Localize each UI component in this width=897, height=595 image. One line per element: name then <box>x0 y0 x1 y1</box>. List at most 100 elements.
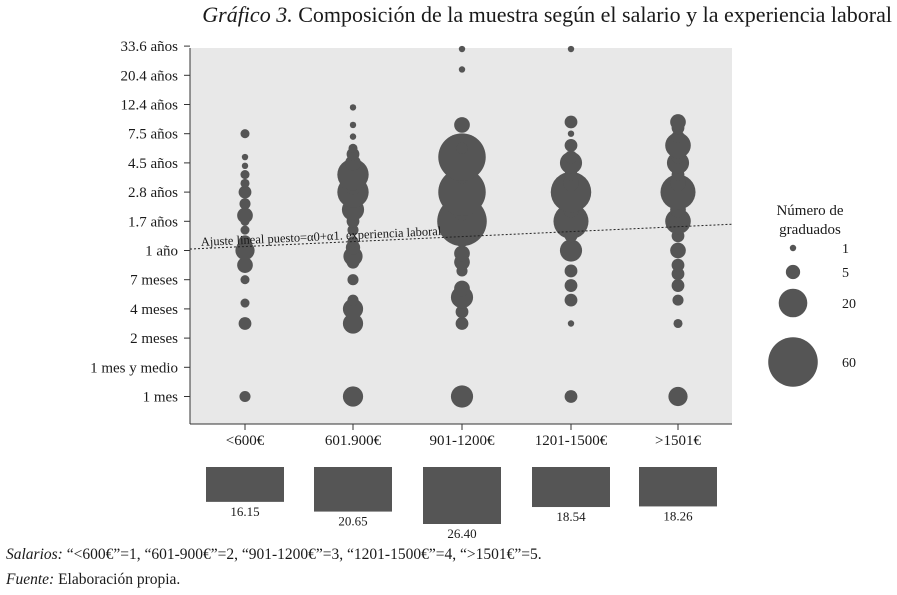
data-point <box>567 45 575 53</box>
data-point <box>347 274 359 286</box>
footnote-fuente: Fuente: Elaboración propia. <box>6 571 180 589</box>
y-tick-label: 7 meses <box>130 273 178 289</box>
data-point <box>240 298 250 308</box>
data-point <box>671 267 685 281</box>
data-point <box>342 298 364 320</box>
y-tick-label: 4.5 años <box>128 156 178 172</box>
legend-label: 5 <box>842 266 849 281</box>
y-tick-label: 12.4 años <box>121 98 179 114</box>
data-point <box>240 178 250 188</box>
data-point <box>337 158 369 191</box>
y-tick-label: 20.4 años <box>121 68 179 84</box>
legend-marker <box>778 288 808 318</box>
data-point <box>450 385 474 408</box>
data-point <box>665 208 691 235</box>
data-point <box>347 294 359 306</box>
data-point <box>454 117 470 133</box>
footnote-salarios-label: Salarios: <box>6 546 63 563</box>
data-point <box>553 203 589 239</box>
data-point <box>240 170 250 180</box>
y-tick-label: 1 año <box>145 244 178 260</box>
data-point <box>349 121 357 129</box>
data-point <box>567 320 575 327</box>
data-point <box>456 142 468 154</box>
data-point <box>671 258 685 272</box>
data-point <box>455 317 469 330</box>
chart-title-prefix: Gráfico 3. <box>202 2 293 27</box>
data-point <box>454 245 470 262</box>
data-point <box>241 162 249 170</box>
x-tick-label: <600€ <box>226 433 265 449</box>
legend-marker <box>768 337 818 387</box>
data-point <box>455 305 469 319</box>
data-point <box>454 280 470 297</box>
data-point <box>564 264 578 278</box>
bar <box>206 467 284 502</box>
y-tick-label: 4 meses <box>130 302 178 318</box>
data-point <box>241 153 249 161</box>
y-tick-label: 7.5 años <box>128 127 178 143</box>
chart-title: Gráfico 3. Composición de la muestra seg… <box>0 2 892 28</box>
data-point <box>347 236 359 248</box>
data-point <box>342 313 364 334</box>
bar <box>314 467 392 512</box>
footnote-salarios-text: “<600€”=1, “601-900€”=2, “901-1200€”=3, … <box>62 546 542 563</box>
data-point <box>342 386 364 407</box>
data-point <box>438 133 486 181</box>
footnote-salarios: Salarios: “<600€”=1, “601-900€”=2, “901-… <box>6 546 542 564</box>
legend-label: 1 <box>842 242 849 257</box>
data-point <box>564 293 578 307</box>
data-point <box>665 132 691 159</box>
data-point <box>458 66 466 73</box>
data-point <box>668 386 688 407</box>
data-point <box>237 207 253 224</box>
y-tick-label: 33.6 años <box>121 39 179 55</box>
data-point <box>348 143 358 153</box>
data-point <box>567 130 575 137</box>
data-point <box>349 133 357 140</box>
data-point <box>564 279 578 292</box>
y-tick-label: 2.8 años <box>128 185 178 201</box>
data-point <box>670 242 686 259</box>
bar-label: 26.40 <box>447 526 476 541</box>
footnote-fuente-text: Elaboración propia. <box>54 571 181 588</box>
bar-label: 20.65 <box>338 514 367 529</box>
y-tick-label: 1 mes y medio <box>90 360 178 376</box>
legend-title-line2: graduados <box>779 222 841 238</box>
data-point <box>550 171 592 213</box>
data-point <box>347 224 359 236</box>
data-point <box>438 168 486 216</box>
data-point <box>458 45 466 53</box>
data-point <box>671 130 685 144</box>
data-point <box>564 390 578 403</box>
x-tick-label: 901-1200€ <box>430 433 495 449</box>
data-point <box>239 390 251 403</box>
bar-label: 18.26 <box>663 508 693 523</box>
data-point <box>559 239 583 262</box>
data-point <box>564 138 578 152</box>
data-point <box>670 114 686 130</box>
bar <box>532 467 610 508</box>
data-point <box>238 317 252 330</box>
data-point <box>564 150 578 164</box>
legend-marker <box>789 244 797 252</box>
chart-title-text: Composición de la muestra según el salar… <box>298 2 892 27</box>
x-tick-label: >1501€ <box>655 433 701 449</box>
data-point <box>672 294 684 306</box>
data-point <box>240 275 250 285</box>
data-point <box>238 185 252 199</box>
y-tick-label: 2 meses <box>130 331 178 347</box>
bar-label: 18.54 <box>556 509 586 524</box>
legend-label: 60 <box>842 356 856 371</box>
bar <box>423 467 501 524</box>
data-point <box>237 257 253 273</box>
x-tick-label: 1201-1500€ <box>535 433 608 449</box>
data-point <box>564 115 578 129</box>
data-point <box>240 225 250 235</box>
legend-title: Número de <box>776 203 843 219</box>
data-point <box>660 174 696 210</box>
bar-label: 16.15 <box>230 504 259 519</box>
trend-line <box>189 223 733 250</box>
data-point <box>240 129 250 139</box>
